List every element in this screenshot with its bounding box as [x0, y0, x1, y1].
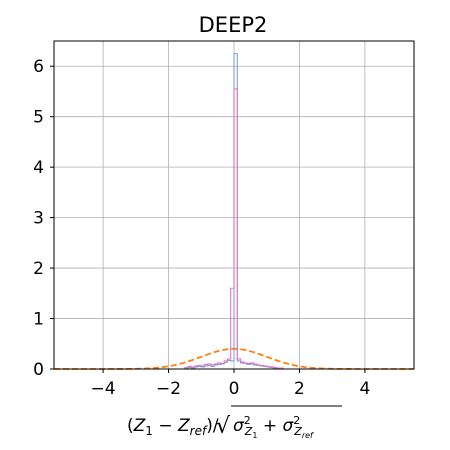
svg-text:√: √	[216, 414, 231, 439]
histogram-series-1	[184, 88, 284, 369]
y-tick-label: 3	[33, 209, 44, 229]
chart-title: DEEP2	[199, 13, 268, 37]
x-tick-label: 2	[294, 379, 305, 399]
x-tick-label: −2	[156, 379, 181, 399]
x-axis-label: (Z1 − Zref)/ √ σ2 Z1 + σ2 Zref	[127, 405, 342, 440]
x-tick-label: 0	[229, 379, 240, 399]
axis-ticks: −4 −2 0 2 4 0 1 2 3 4 5 6	[33, 57, 370, 399]
x-tick-label: 4	[359, 379, 370, 399]
gaussian-curve	[54, 347, 414, 370]
svg-text:(Z1 − Zref)/: (Z1 − Zref)/	[127, 416, 219, 438]
y-tick-label: 6	[33, 57, 44, 77]
y-tick-label: 5	[33, 108, 44, 128]
x-tick-label: −4	[91, 379, 116, 399]
y-tick-label: 4	[33, 158, 44, 178]
plot-area	[54, 53, 414, 370]
y-tick-label: 1	[33, 310, 44, 330]
y-tick-label: 0	[33, 360, 44, 380]
y-tick-label: 2	[33, 259, 44, 279]
